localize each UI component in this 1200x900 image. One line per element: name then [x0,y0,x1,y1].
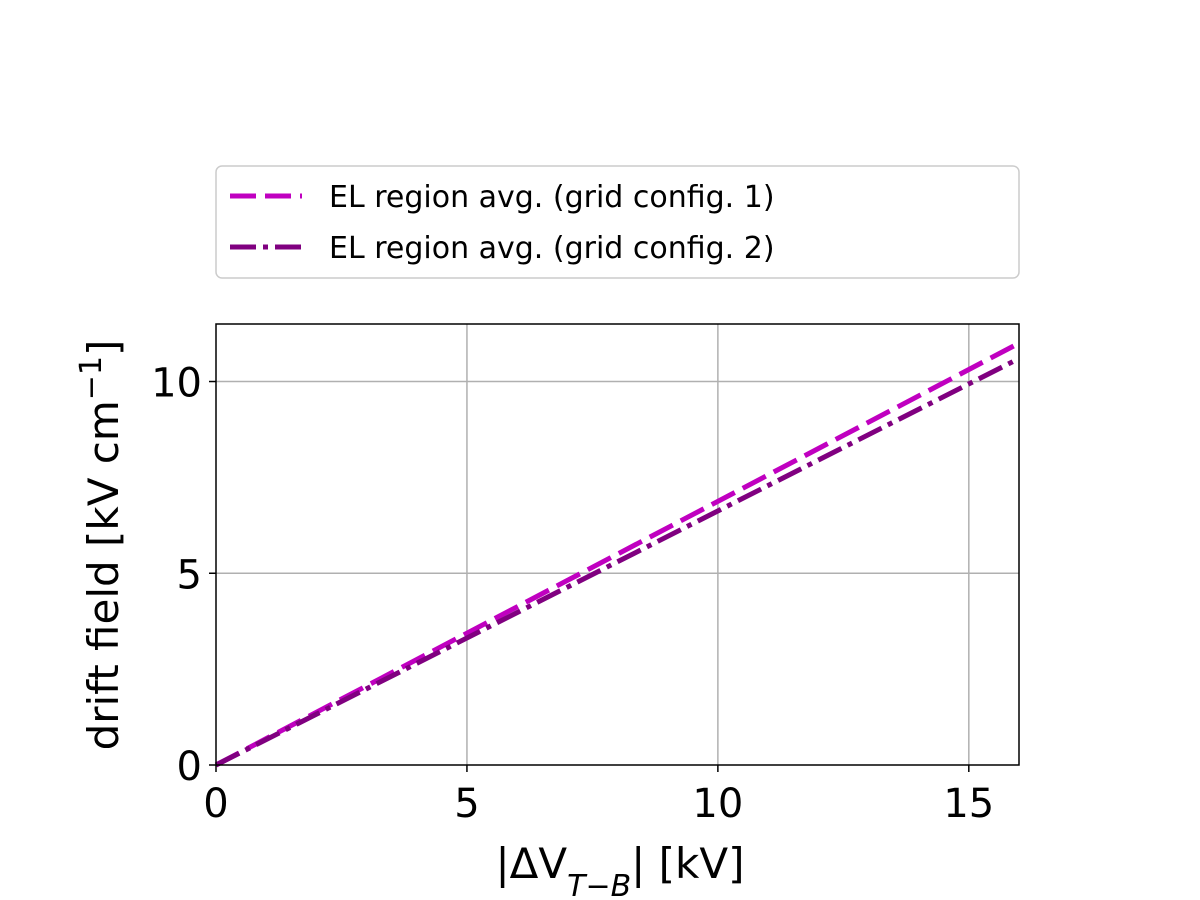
gridlines [216,324,1019,765]
legend-box [215,165,1020,279]
legend-label-series-2: EL region avg. (grid config. 2) [329,231,775,266]
y-axis-label: drift field [kV cm−1] [74,340,129,751]
x-tick-label: 5 [454,781,479,827]
plot-area-frame [215,323,1020,766]
series-line-2 [214,356,1021,768]
y-tick-label: 5 [177,552,202,598]
y-tick-label: 0 [177,744,202,790]
x-tick-label: 15 [943,781,994,827]
x-axis-label: |ΔVT−B| [kV] [496,839,745,900]
x-tick-label: 10 [692,781,743,827]
legend: EL region avg. (grid config. 1) EL regio… [215,165,1020,279]
series-layer [214,340,1021,768]
y-tick-label: 10 [151,361,202,407]
x-tick-label: 0 [203,781,228,827]
legend-label-series-1: EL region avg. (grid config. 1) [329,180,775,215]
ticks: 0 5 10 15 0 5 10 [151,361,994,827]
